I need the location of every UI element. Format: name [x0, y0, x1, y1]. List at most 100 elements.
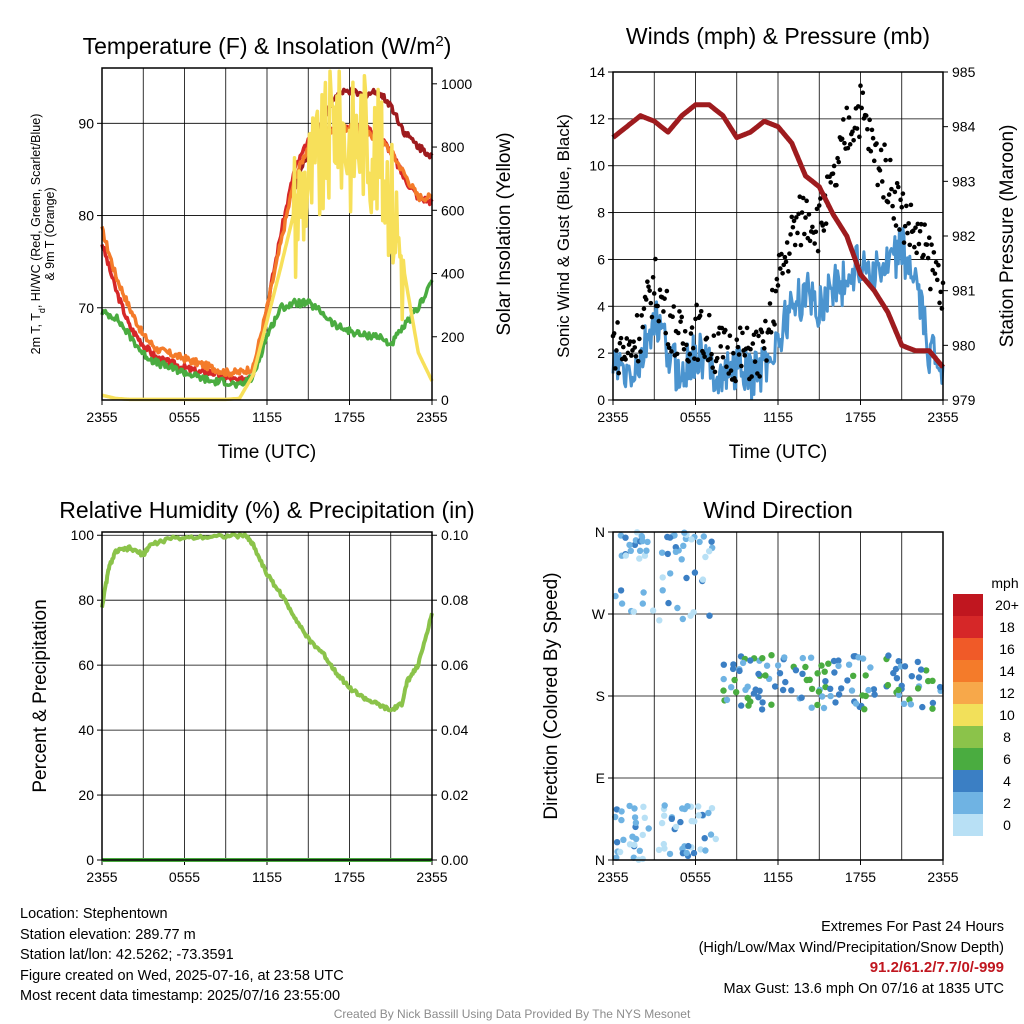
direction-dot	[649, 607, 657, 614]
gust-dot	[780, 270, 785, 276]
direction-dot	[728, 684, 735, 691]
humidity-ytick-label: 80	[78, 592, 94, 608]
gust-dot	[828, 180, 834, 185]
direction-ylabel: Direction (Colored By Speed)	[541, 572, 562, 819]
gust-dot	[760, 339, 766, 344]
gust-dot	[812, 241, 817, 246]
gust-dot	[782, 254, 788, 260]
direction-dot	[808, 685, 816, 693]
gust-dot	[847, 142, 853, 147]
gust-dot	[687, 351, 693, 357]
direction-dot	[695, 812, 702, 819]
legend-label: 16	[999, 641, 1015, 657]
direction-dot	[627, 547, 634, 554]
temperature-ytick-right-label: 0	[441, 392, 449, 408]
gust-dot	[772, 322, 777, 327]
humidity-frame	[101, 531, 433, 861]
direction-dot	[744, 694, 751, 702]
direction-dot	[819, 693, 826, 700]
winds-ytick-right-label: 981	[952, 283, 976, 299]
gust-dot	[842, 140, 847, 146]
gust-dot	[678, 319, 683, 324]
gust-dot	[734, 337, 740, 342]
gust-dot	[906, 221, 911, 226]
direction-dot	[672, 548, 680, 555]
direction-dot	[895, 658, 902, 665]
direction-dot	[936, 683, 944, 691]
gust-dot	[854, 126, 860, 131]
winds-series-0	[611, 226, 945, 401]
direction-dot	[639, 600, 646, 607]
gust-dot	[704, 335, 710, 341]
direction-dot	[688, 817, 695, 825]
gust-dot	[612, 366, 618, 371]
gust-dot	[694, 302, 699, 308]
direction-dot	[892, 665, 900, 673]
direction-dot	[720, 687, 727, 694]
direction-dot	[632, 819, 640, 826]
legend-label: 0	[1003, 817, 1011, 833]
legend-label: 20+	[995, 597, 1019, 613]
gust-dot	[814, 206, 820, 212]
legend-label: 18	[999, 619, 1015, 635]
gust-dot	[756, 333, 761, 339]
direction-dot	[925, 677, 932, 685]
gust-dot	[702, 354, 707, 359]
direction-dot	[750, 690, 758, 697]
gust-dot	[697, 313, 703, 319]
legend-swatch	[953, 814, 983, 836]
gust-dot	[690, 345, 696, 351]
direction-dot	[617, 587, 625, 594]
gust-dot	[850, 129, 855, 134]
gust-dot	[799, 210, 805, 215]
direction-dot	[865, 686, 872, 694]
gust-dot	[674, 351, 680, 357]
legend-swatch	[953, 660, 983, 682]
gust-dot	[934, 277, 940, 283]
gust-dot	[716, 331, 721, 336]
gust-dot	[875, 182, 880, 188]
gust-dot	[640, 324, 646, 330]
gust-dot	[720, 354, 726, 360]
ylabel-part: 2m T, T	[29, 313, 43, 355]
gust-dot	[893, 223, 899, 228]
gust-dot	[932, 271, 938, 276]
gust-dot	[908, 202, 914, 208]
direction-dot	[838, 685, 845, 692]
gust-dot	[910, 228, 916, 234]
gust-dot	[779, 251, 784, 257]
gust-dot	[859, 105, 864, 111]
direction-dot	[700, 533, 707, 540]
direction-dot	[618, 600, 626, 607]
gust-dot	[681, 347, 687, 352]
gust-dot	[631, 339, 636, 344]
temperature-ytick-right-label: 200	[441, 329, 465, 345]
gust-dot	[676, 330, 681, 336]
station-info: Location: Stephentown Station elevation:…	[20, 904, 344, 1007]
gust-dot	[739, 363, 744, 369]
direction-dot	[729, 665, 737, 673]
gust-dot	[820, 223, 825, 228]
direction-dot	[893, 675, 901, 682]
direction-dot	[687, 612, 694, 619]
direction-ytick-label: E	[596, 770, 605, 786]
gust-dot	[748, 346, 753, 352]
winds-xtick-label: 2355	[927, 409, 958, 425]
direction-dot	[690, 849, 698, 857]
winds-series-2	[611, 102, 945, 369]
direction-dot	[814, 670, 821, 677]
direction-dot	[643, 547, 650, 554]
gust-dot	[708, 356, 713, 361]
gust-dot	[706, 312, 712, 318]
direction-dot	[631, 814, 639, 821]
gust-dot	[677, 309, 682, 314]
legend-label: 8	[1003, 729, 1011, 745]
temperature-xtick-label: 1155	[252, 409, 282, 425]
gust-dot	[663, 330, 669, 336]
winds-ylabel: Sonic Wind & Gust (Blue, Black)	[554, 114, 573, 358]
direction-dot	[683, 574, 690, 582]
gust-dot	[898, 197, 903, 203]
gust-dot	[928, 286, 933, 292]
humidity-ytick-label: 100	[71, 527, 95, 543]
direction-dot	[708, 538, 715, 545]
